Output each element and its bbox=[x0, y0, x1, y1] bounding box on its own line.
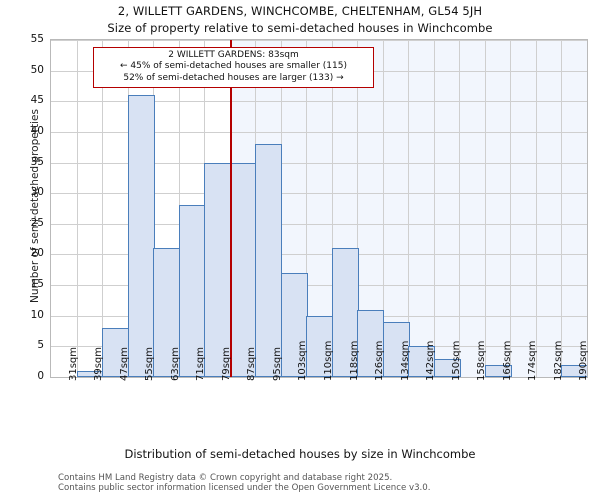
x-axis-tick-label: 79sqm bbox=[220, 346, 232, 381]
histogram-bar bbox=[434, 358, 461, 377]
x-axis-tick-label: 39sqm bbox=[93, 346, 105, 381]
x-axis-tick-label: 31sqm bbox=[67, 346, 79, 381]
gridline-vertical bbox=[485, 40, 486, 377]
gridline-vertical bbox=[102, 40, 103, 377]
gridline-horizontal bbox=[51, 162, 587, 164]
gridline-horizontal bbox=[51, 285, 587, 287]
property-size-marker-line bbox=[229, 40, 232, 377]
y-axis-title: Number of semi-detached properties bbox=[29, 109, 41, 303]
gridline-vertical bbox=[383, 40, 384, 377]
gridline-horizontal bbox=[51, 40, 587, 41]
histogram-bar bbox=[128, 95, 155, 377]
gridline-horizontal bbox=[51, 101, 587, 103]
histogram-bar bbox=[485, 364, 512, 377]
gridline-vertical bbox=[77, 40, 78, 377]
annotation-line-1: 2 WILLETT GARDENS: 83sqm bbox=[168, 50, 299, 60]
gridline-horizontal bbox=[51, 254, 587, 256]
histogram-bar bbox=[230, 162, 257, 377]
property-annotation-box: 2 WILLETT GARDENS: 83sqm ← 45% of semi-d… bbox=[93, 47, 374, 89]
x-axis-tick-label: 47sqm bbox=[118, 346, 130, 381]
x-axis-tick-label: 55sqm bbox=[144, 346, 156, 381]
gridline-horizontal bbox=[51, 223, 587, 225]
gridline-vertical bbox=[510, 40, 511, 377]
chart-subtitle: Size of property relative to semi-detach… bbox=[107, 21, 493, 35]
x-axis-tick-label: 110sqm bbox=[323, 340, 334, 381]
x-axis-tick-label: 158sqm bbox=[476, 340, 488, 381]
histogram-bar bbox=[408, 346, 435, 377]
gridline-vertical bbox=[536, 40, 537, 377]
histogram-bar bbox=[306, 315, 333, 377]
gridline-vertical bbox=[434, 40, 435, 377]
gridline-vertical bbox=[459, 40, 460, 377]
x-axis-tick-label: 134sqm bbox=[399, 340, 411, 381]
footer-line-1: Contains HM Land Registry data © Crown c… bbox=[58, 473, 393, 483]
gridline-horizontal bbox=[51, 131, 587, 133]
gridline-vertical bbox=[306, 40, 307, 377]
plot-area bbox=[50, 39, 588, 378]
y-axis-tick-label: 0 bbox=[37, 370, 44, 382]
histogram-bar bbox=[102, 327, 129, 377]
x-axis-tick-label: 182sqm bbox=[552, 340, 564, 381]
x-axis-tick-label: 118sqm bbox=[348, 340, 360, 381]
annotation-line-2: ← 45% of semi-detached houses are smalle… bbox=[120, 61, 347, 72]
gridline-vertical bbox=[408, 40, 409, 377]
x-axis-tick-label: 87sqm bbox=[246, 346, 258, 381]
x-axis-tick-label: 142sqm bbox=[425, 340, 437, 381]
gridline-vertical bbox=[332, 40, 333, 377]
gridline-horizontal bbox=[51, 193, 587, 195]
gridline-vertical bbox=[561, 40, 562, 377]
x-axis-tick-label: 174sqm bbox=[527, 340, 539, 381]
annotation-line-3: 52% of semi-detached houses are larger (… bbox=[123, 72, 344, 83]
histogram-bar bbox=[179, 205, 206, 377]
footer-line-2: Contains public sector information licen… bbox=[58, 483, 431, 493]
x-axis-tick-label: 190sqm bbox=[578, 340, 590, 381]
x-axis-tick-label: 150sqm bbox=[450, 340, 462, 381]
histogram-bar bbox=[204, 162, 231, 377]
x-axis-tick-label: 71sqm bbox=[195, 346, 207, 381]
x-axis-tick-label: 166sqm bbox=[501, 340, 513, 381]
gridline-vertical bbox=[357, 40, 358, 377]
histogram-bar bbox=[255, 144, 282, 377]
x-axis-tick-label: 103sqm bbox=[297, 340, 309, 381]
x-axis-tick-label: 126sqm bbox=[374, 340, 386, 381]
chart-title: 2, WILLETT GARDENS, WINCHCOMBE, CHELTENH… bbox=[117, 4, 483, 18]
histogram-bar bbox=[561, 364, 587, 377]
x-axis-title: Distribution of semi-detached houses by … bbox=[124, 447, 476, 461]
histogram-bar bbox=[332, 248, 359, 377]
x-axis-tick-label: 63sqm bbox=[169, 346, 181, 381]
x-axis-tick-label: 95sqm bbox=[271, 346, 283, 381]
